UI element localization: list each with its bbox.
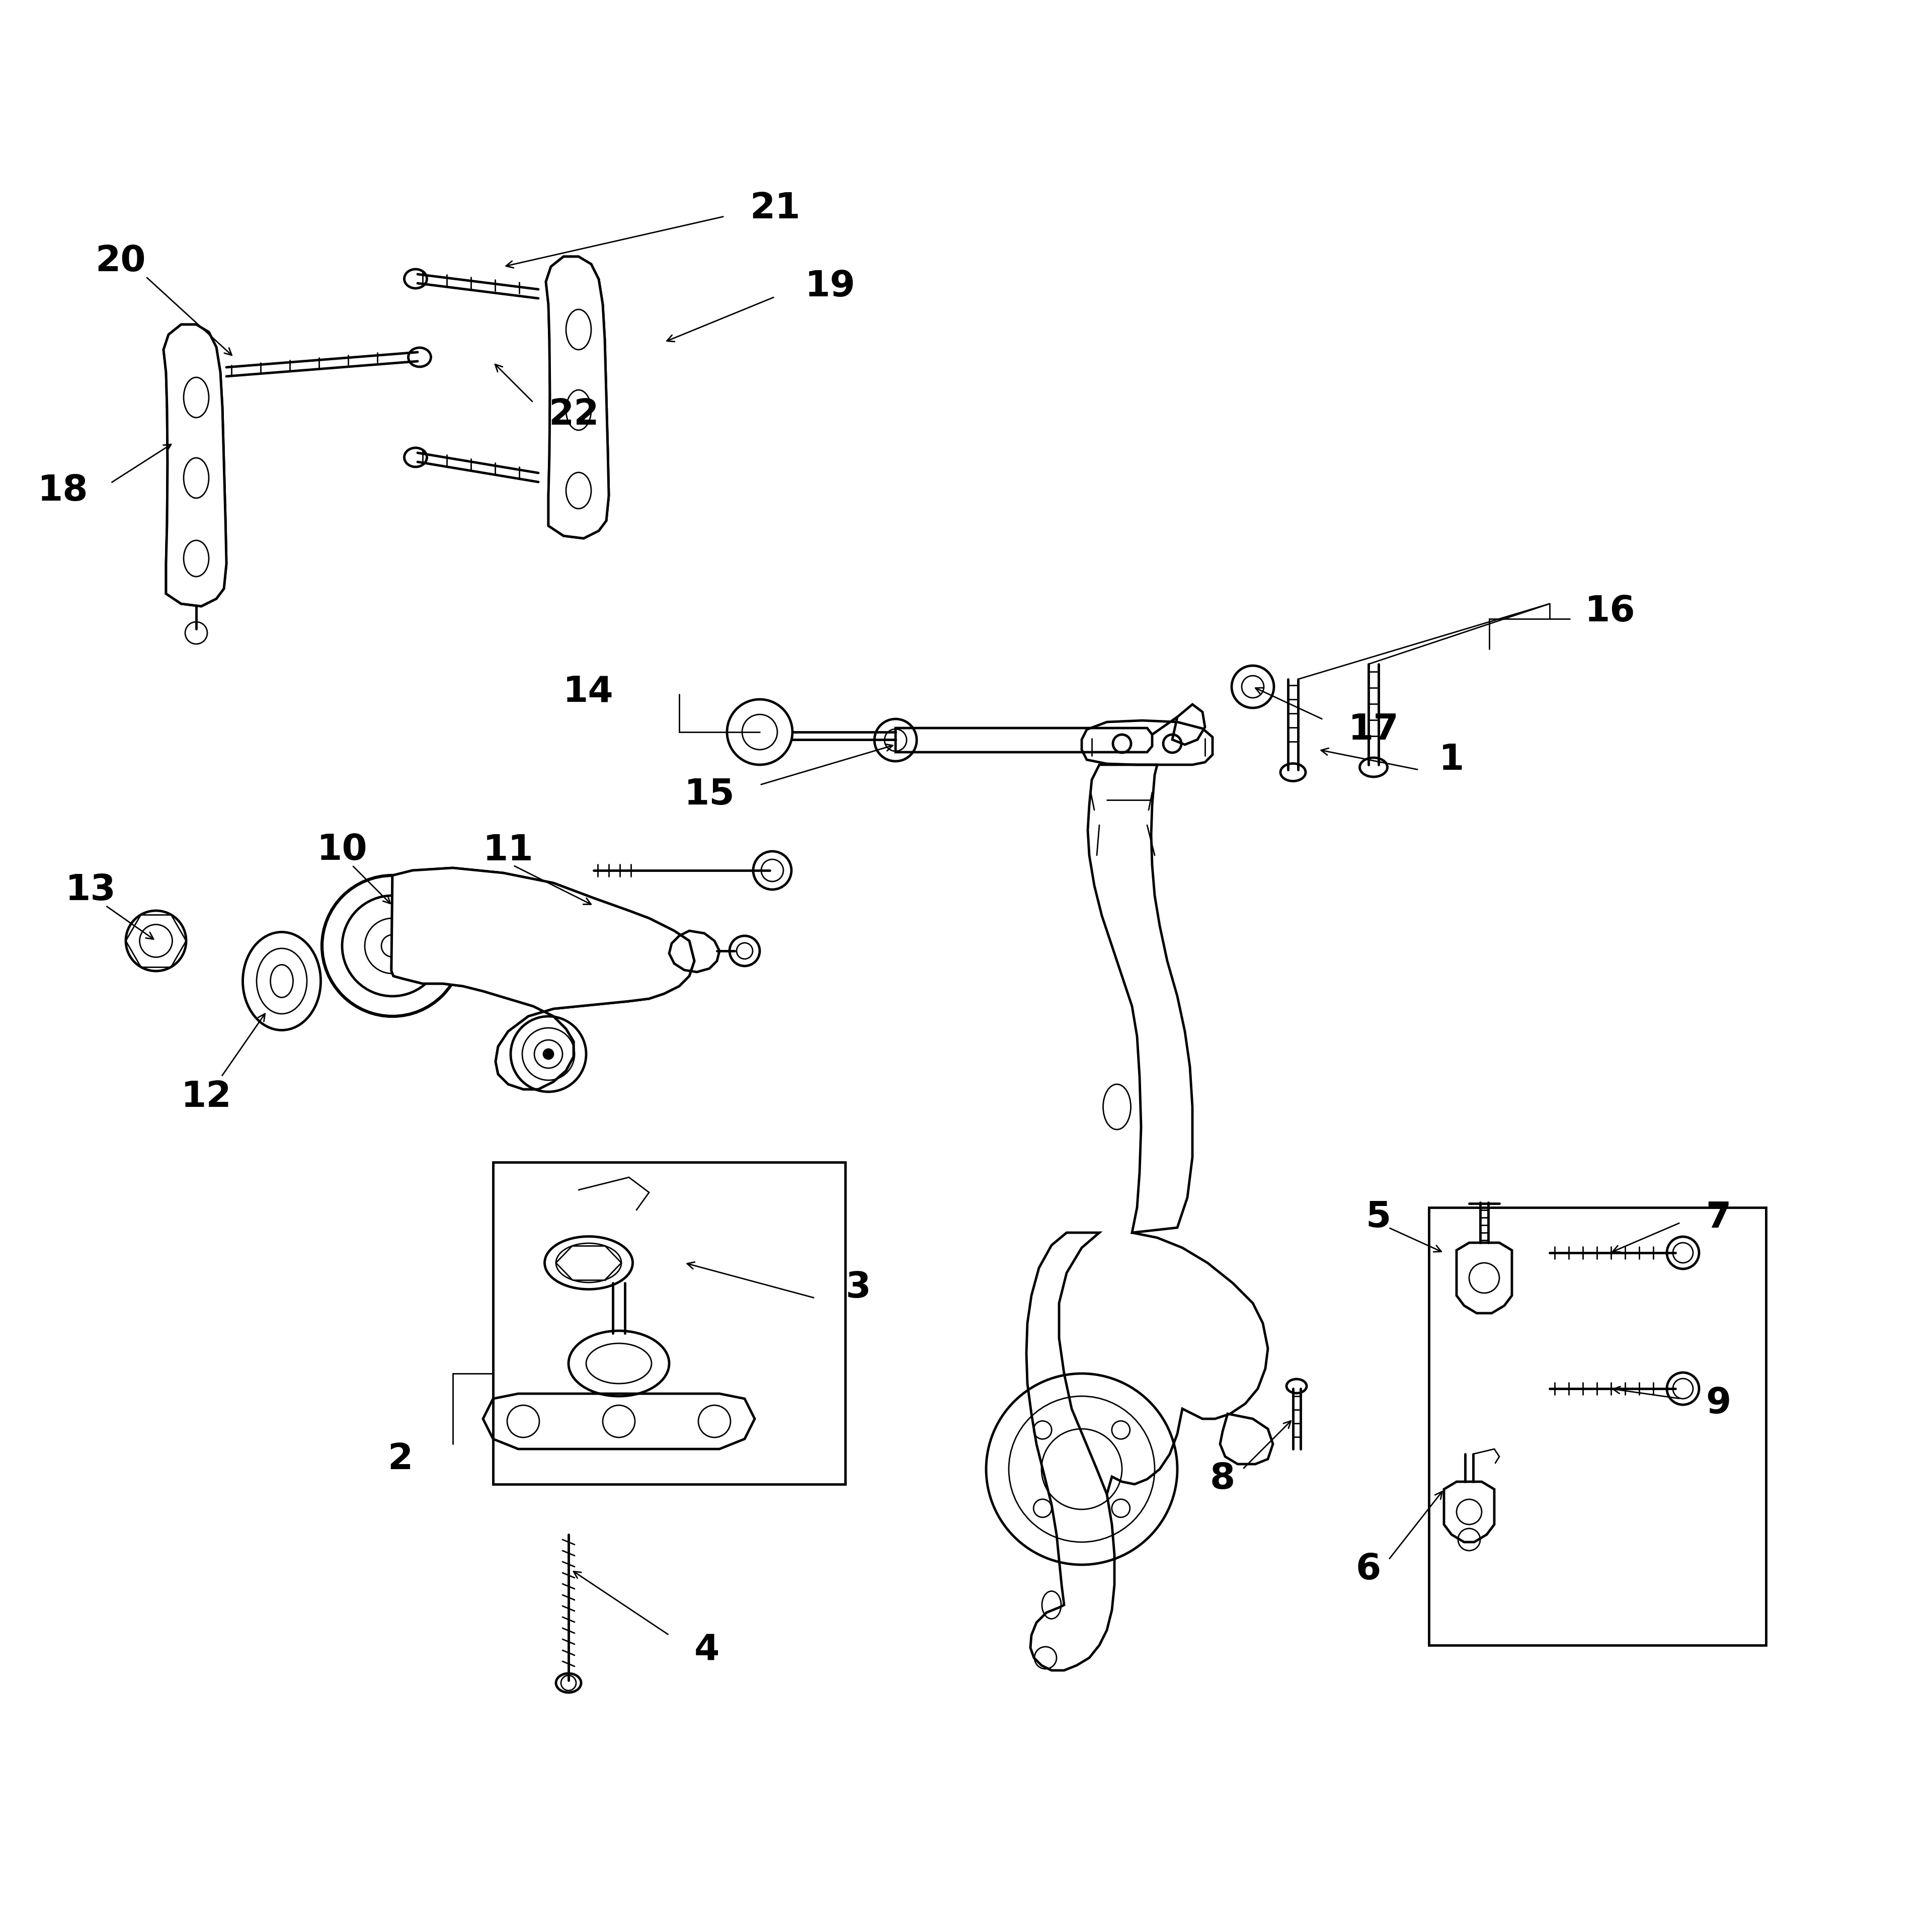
Text: 20: 20 — [95, 243, 147, 278]
Text: 12: 12 — [182, 1080, 232, 1115]
Text: 7: 7 — [1706, 1200, 1731, 1235]
Text: 5: 5 — [1366, 1200, 1391, 1235]
Text: 15: 15 — [684, 777, 734, 811]
Text: 18: 18 — [37, 473, 89, 508]
Text: 8: 8 — [1209, 1463, 1235, 1497]
Text: 21: 21 — [750, 191, 800, 226]
Text: 22: 22 — [549, 398, 599, 433]
Polygon shape — [392, 867, 694, 1090]
Text: 19: 19 — [806, 269, 856, 303]
Bar — [1430, 1208, 1766, 1646]
Text: 11: 11 — [483, 833, 533, 867]
Polygon shape — [164, 325, 226, 607]
Bar — [493, 1163, 846, 1484]
Text: 2: 2 — [386, 1441, 413, 1476]
Text: 3: 3 — [846, 1271, 871, 1306]
Text: 6: 6 — [1356, 1553, 1381, 1586]
Text: 4: 4 — [694, 1633, 719, 1667]
Polygon shape — [547, 257, 609, 539]
Text: 10: 10 — [317, 833, 367, 867]
Text: 16: 16 — [1584, 593, 1636, 628]
Circle shape — [543, 1049, 553, 1059]
Text: 9: 9 — [1706, 1387, 1731, 1422]
Text: 17: 17 — [1349, 713, 1399, 748]
Text: 13: 13 — [66, 873, 116, 908]
Text: 14: 14 — [562, 674, 614, 709]
Text: 1: 1 — [1439, 742, 1464, 777]
